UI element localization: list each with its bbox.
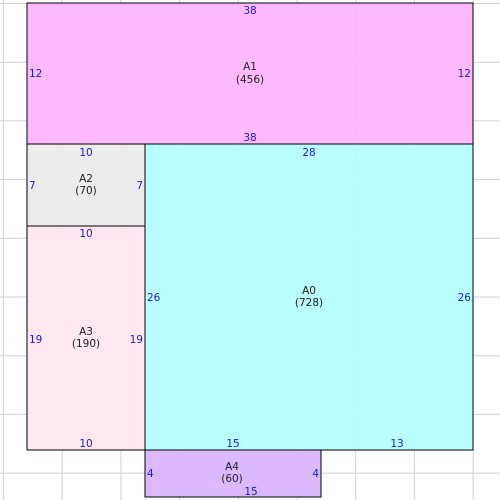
room-a1-dim-right: 12	[458, 68, 471, 80]
room-a2: A2 (70) 10 7 7	[26, 143, 146, 227]
room-a3: A3 (190) 10 10 19 19	[26, 225, 146, 451]
room-a0-dim-left: 26	[147, 292, 161, 304]
room-a1-dim-left: 12	[29, 68, 42, 80]
room-a1-area: (456)	[236, 74, 264, 86]
room-a4-area: (60)	[221, 473, 243, 485]
room-a3-shape	[26, 225, 146, 451]
room-a3-label: A3	[79, 326, 93, 338]
room-a1: A1 (456) 38 38 12 12	[26, 2, 474, 145]
room-a1-dim-top: 38	[243, 5, 256, 17]
room-a1-dim-bottom: 38	[243, 132, 256, 144]
room-a2-dim-right: 7	[136, 180, 143, 192]
room-a2-label: A2	[79, 173, 93, 185]
room-a1-label: A1	[243, 61, 257, 73]
room-a0-shape	[144, 143, 474, 451]
room-a2-dim-left: 7	[29, 180, 36, 192]
room-a0-area: (728)	[295, 297, 323, 309]
room-a4-label: A4	[225, 461, 239, 473]
room-a0-dim-bottom-left: 15	[226, 438, 239, 450]
room-a3-area: (190)	[72, 338, 100, 350]
room-a4-dim-left: 4	[147, 468, 154, 480]
room-a1-shape	[26, 2, 474, 145]
room-a4-shape	[144, 449, 322, 498]
room-a4-dim-bottom: 15	[244, 486, 257, 498]
room-a0-dim-right: 26	[458, 292, 472, 304]
room-a0-dim-bottom-right: 13	[390, 438, 403, 450]
room-a0-label: A0	[302, 285, 316, 297]
room-a4-dim-right: 4	[312, 468, 319, 480]
room-a2-shape	[26, 143, 146, 227]
room-a3-dim-right: 19	[130, 334, 143, 346]
room-a2-dim-top: 10	[79, 147, 92, 159]
room-a3-dim-top: 10	[79, 228, 92, 240]
room-a2-area: (70)	[75, 185, 97, 197]
room-a0: A0 (728) 28 15 13 26 26	[144, 143, 474, 451]
room-a3-dim-bottom: 10	[79, 438, 92, 450]
room-a0-dim-top: 28	[302, 147, 315, 159]
room-a4: A4 (60) 15 4 4	[144, 449, 322, 498]
room-a3-dim-left: 19	[29, 334, 42, 346]
